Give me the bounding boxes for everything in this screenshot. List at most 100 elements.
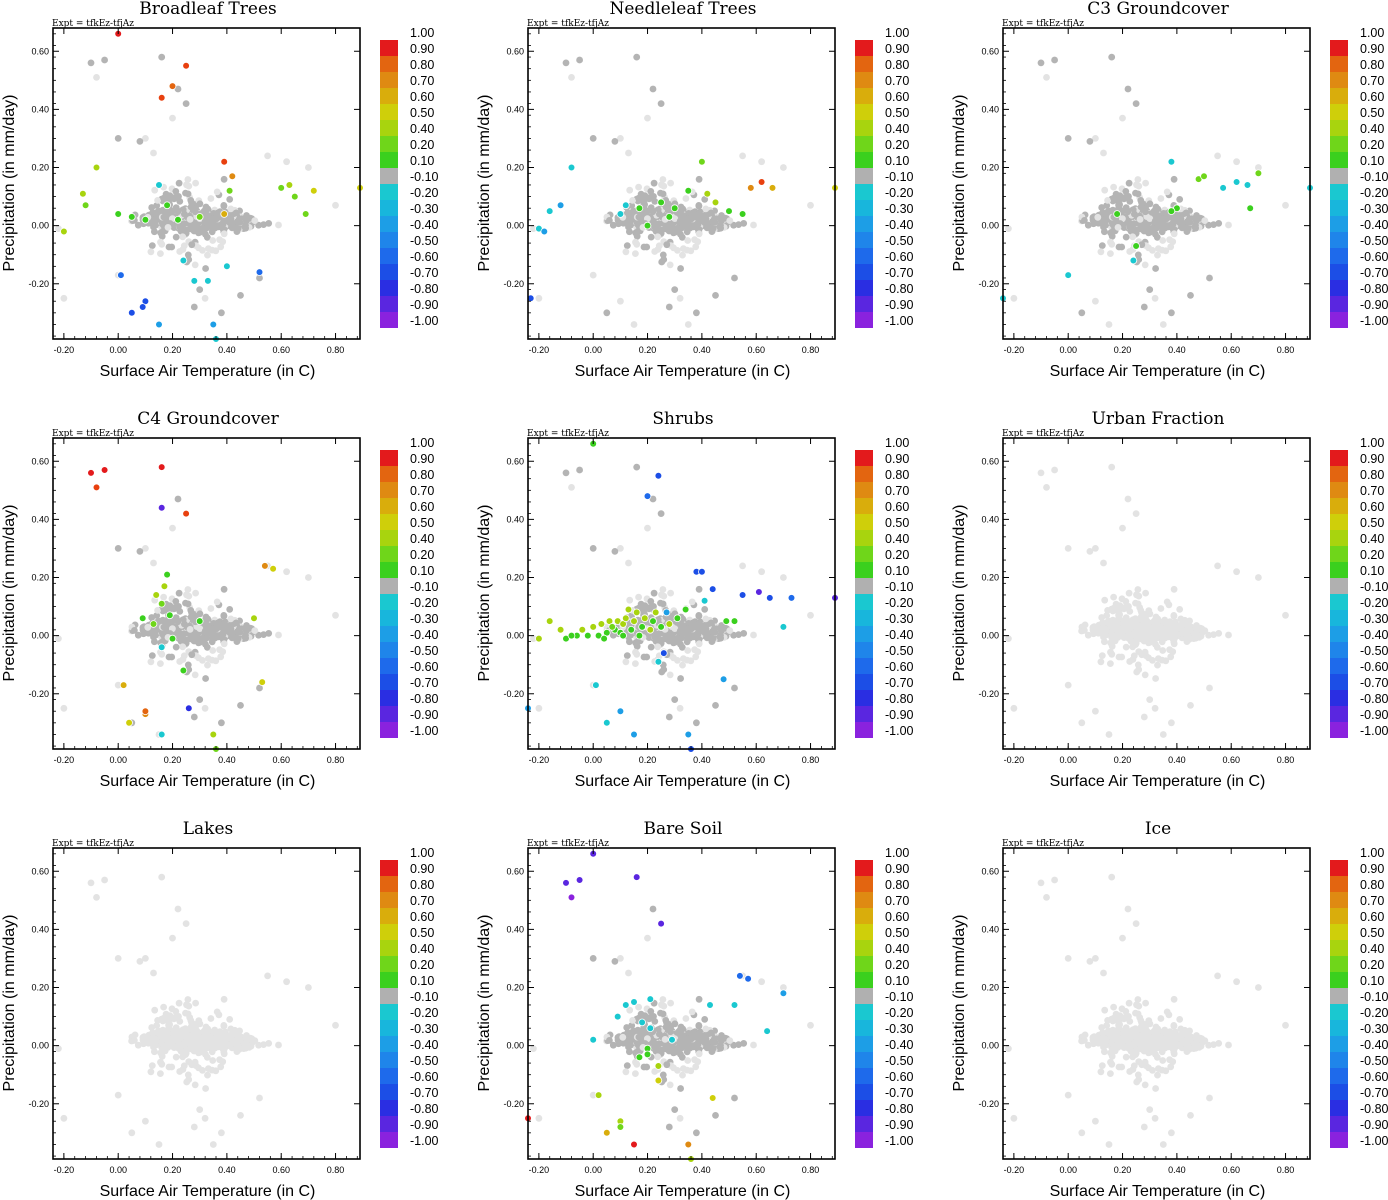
colorbar-label: 0.10 <box>1360 154 1384 168</box>
panel-title: C4 Groundcover <box>137 409 279 429</box>
highlight-point <box>157 599 166 608</box>
colorbar-swatch <box>380 450 398 466</box>
colorbar-label: 0.40 <box>410 122 434 136</box>
scatter-point <box>698 214 706 222</box>
scatter-point <box>169 114 176 122</box>
colorbar-swatch <box>1330 264 1348 280</box>
colorbar-swatch <box>380 562 398 578</box>
scatter-point <box>750 221 757 229</box>
scatter-point <box>709 218 716 226</box>
scatter-point <box>172 643 180 651</box>
scatter-point <box>625 149 632 157</box>
scatter-point <box>172 598 180 605</box>
scatter-point <box>657 189 664 197</box>
colorbar-label: 1.00 <box>410 436 434 450</box>
colorbar: 1.000.900.800.700.600.500.400.200.10-0.1… <box>855 26 914 328</box>
scatter-point <box>220 230 228 238</box>
colorbar-label: -0.40 <box>885 218 914 232</box>
colorbar-label: -1.00 <box>1360 314 1388 328</box>
highlight-point <box>711 198 720 207</box>
scatter-point <box>635 194 642 202</box>
scatter-point <box>87 59 95 67</box>
highlight-point <box>703 189 712 198</box>
scatter-point <box>660 182 668 190</box>
colorbar: 1.000.900.800.700.600.500.400.200.10-0.1… <box>1330 26 1388 328</box>
scatter-point <box>647 188 655 195</box>
scatter-point <box>1051 56 1058 64</box>
scatter-point <box>332 611 339 619</box>
colorbar-label: 0.60 <box>1360 90 1384 104</box>
scatter-point <box>174 495 182 503</box>
scatter-point <box>208 656 216 664</box>
scatter-point <box>1107 250 1114 257</box>
scatter-point <box>220 585 228 593</box>
scatter-point <box>191 261 199 269</box>
panel-title: Broadleaf Trees <box>139 0 277 19</box>
scatter-point <box>220 612 228 619</box>
scatter-point <box>693 309 700 317</box>
colorbar-swatch <box>380 232 398 248</box>
colorbar-label: -0.40 <box>410 218 439 232</box>
colorbar-swatch <box>1330 216 1348 232</box>
scatter-point <box>627 221 634 229</box>
highlight-point <box>1113 210 1121 218</box>
scatter-point <box>151 186 159 194</box>
scatter-point <box>1137 203 1145 211</box>
scatter-point <box>234 628 241 636</box>
scatter-point <box>148 614 156 621</box>
scatter-point <box>1159 321 1167 328</box>
scatter-point <box>160 593 168 601</box>
highlight-point <box>92 163 101 172</box>
highlight-point <box>301 210 310 218</box>
colorbar-swatch <box>1330 280 1348 296</box>
scatter-point <box>735 221 742 229</box>
scatter-point <box>1131 210 1138 218</box>
colorbar-swatch <box>380 658 398 674</box>
highlight-point <box>128 213 136 221</box>
scatter-point <box>1094 213 1102 221</box>
scatter-point <box>683 228 691 236</box>
y-tick-label: 0.00 <box>31 631 49 641</box>
highlight-point <box>100 466 109 474</box>
scatter-point <box>1092 297 1099 305</box>
x-tick-label: 0.80 <box>327 755 345 765</box>
highlight-point <box>757 178 766 186</box>
x-tick-label: 0.40 <box>218 755 236 765</box>
highlight-point <box>269 564 277 573</box>
colorbar-swatch <box>380 72 398 88</box>
scatter-point <box>187 197 195 204</box>
y-tick-label: 0.20 <box>31 163 49 173</box>
scatter-point <box>1141 261 1149 269</box>
highlight-point <box>545 207 554 215</box>
scatter-point <box>55 225 62 233</box>
highlight-point <box>670 204 679 213</box>
colorbar-swatch <box>380 674 398 690</box>
y-tick-label: 0.00 <box>31 221 49 231</box>
scatter-point <box>1146 200 1154 208</box>
scatter-point <box>717 222 724 229</box>
highlight-point <box>190 277 199 285</box>
scatter-point <box>233 638 241 645</box>
highlight-point <box>157 503 166 512</box>
scatter-point <box>1134 251 1142 259</box>
scatter-point <box>627 215 634 223</box>
scatter-point <box>1150 208 1158 215</box>
scatter-point <box>1064 135 1072 142</box>
scatter-point <box>623 242 631 250</box>
colorbar-label: -0.20 <box>885 186 914 200</box>
plot-frame <box>1002 27 1311 340</box>
colorbar-label: -0.50 <box>410 234 439 248</box>
scatter-point <box>611 138 619 145</box>
x-tick-label: 0.40 <box>693 345 711 355</box>
scatter-point <box>199 635 206 643</box>
colorbar-swatch <box>855 200 873 216</box>
scatter-point <box>1170 175 1178 183</box>
scatter-point <box>180 630 188 638</box>
scatter-point <box>568 74 575 81</box>
expt-label: Expt = tfkEz-tfjAz <box>527 19 609 29</box>
highlight-point <box>157 730 166 739</box>
scatter-point <box>218 719 225 727</box>
scatter-point <box>1145 244 1152 252</box>
highlight-point <box>223 262 231 271</box>
